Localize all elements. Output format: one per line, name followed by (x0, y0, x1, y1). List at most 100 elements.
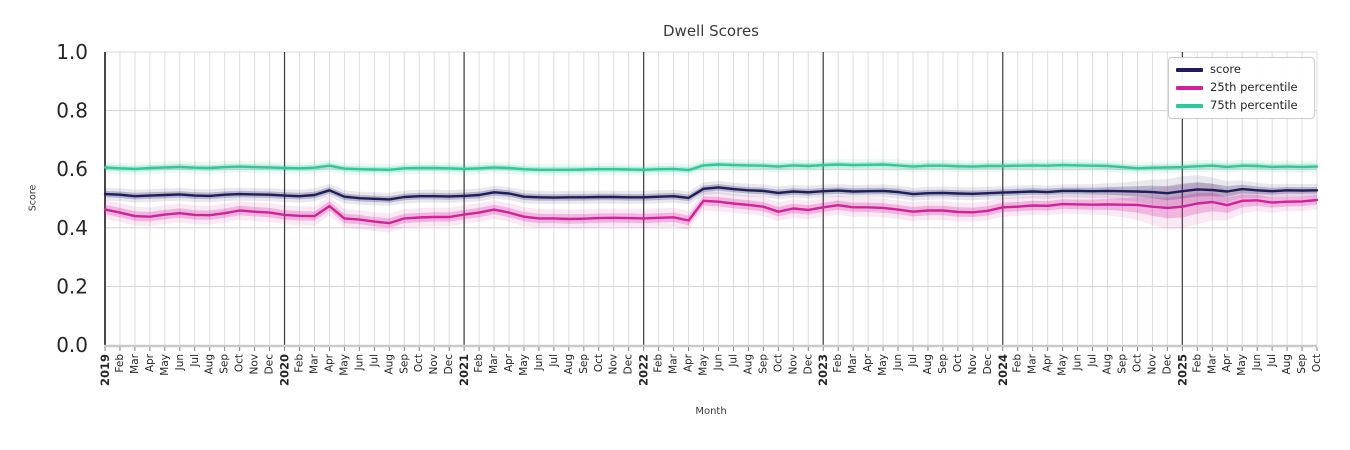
x-tick-label-month: Oct (952, 354, 964, 372)
x-tick-label-month: Jul (548, 354, 560, 368)
x-tick-label-month: Mar (129, 353, 141, 373)
x-tick-label-month: Aug (563, 354, 575, 375)
x-tick-label-month: Nov (608, 354, 620, 375)
y-tick-label: 0.0 (56, 333, 88, 357)
x-tick-label-month: Jun (1072, 354, 1084, 371)
series-line-25th-percentile (103, 198, 1319, 225)
x-tick-label-month: Jun (1251, 354, 1263, 371)
x-tick-label-year: 2024 (996, 354, 1010, 386)
x-tick-label-month: Apr (144, 353, 156, 372)
legend-swatch-75th-percentile (1176, 104, 1203, 108)
x-tick-label-month: Sep (937, 354, 949, 374)
x-tick-label-month: Jun (712, 354, 724, 371)
series-line-75th-percentile (103, 163, 1319, 172)
x-tick-label-month: Dec (802, 354, 814, 375)
x-tick-label-month: Sep (578, 354, 590, 374)
x-tick-label-month: May (338, 354, 350, 376)
x-tick-label-month: Jul (727, 354, 739, 368)
x-tick-label-month: Jun (174, 354, 186, 371)
x-tick-label-month: Feb (1012, 354, 1024, 373)
x-tick-label-month: May (518, 354, 530, 376)
y-tick-label: 0.4 (56, 216, 88, 240)
x-tick-label-month: Dec (623, 354, 635, 375)
x-tick-label-month: Sep (757, 354, 769, 374)
x-tick-label-month: Apr (1042, 353, 1054, 372)
legend-label-75th-percentile: 75th percentile (1210, 98, 1298, 113)
x-tick-label-month: Nov (428, 354, 440, 375)
legend: score 25th percentile 75th percentile (1168, 57, 1315, 119)
legend-swatch-score (1176, 68, 1203, 72)
x-tick-label-year: 2023 (816, 354, 830, 386)
x-tick-label-month: Mar (488, 353, 500, 373)
y-tick-label: 0.2 (56, 274, 88, 298)
x-tick-label-year: 2021 (457, 354, 471, 386)
x-tick-label-year: 2019 (98, 354, 112, 386)
x-tick-label-month: Feb (114, 354, 126, 373)
x-tick-label-year: 2020 (278, 354, 292, 386)
x-tick-label-month: Aug (1102, 354, 1114, 375)
x-tick-label-month: Jun (533, 354, 545, 371)
x-tick-label-month: Jul (189, 354, 201, 368)
x-tick-label-month: Apr (862, 353, 874, 372)
x-tick-label-month: Sep (398, 354, 410, 374)
legend-item-25th-percentile: 25th percentile (1176, 81, 1306, 95)
x-tick-label-month: Dec (443, 354, 455, 375)
x-tick-label-month: Oct (1311, 354, 1323, 372)
x-tick-label-month: Jun (892, 354, 904, 371)
x-tick-label-month: Aug (204, 354, 216, 375)
x-tick-label-month: Oct (234, 354, 246, 372)
x-tick-label-month: May (1057, 354, 1069, 376)
x-tick-label-month: Nov (249, 354, 261, 375)
x-tick-label-month: Apr (683, 353, 695, 372)
legend-swatch-25th-percentile (1176, 86, 1203, 90)
x-tick-label-month: Jul (907, 354, 919, 368)
series-band-75th-percentile (105, 158, 1317, 176)
x-tick-label-month: Aug (1281, 354, 1293, 375)
x-tick-label-month: Mar (1206, 353, 1218, 373)
x-tick-label-month: Nov (967, 354, 979, 375)
x-tick-label-month: Apr (323, 353, 335, 372)
y-axis-label: Score (27, 184, 39, 212)
x-tick-label-month: Jul (368, 354, 380, 368)
x-tick-label-month: Mar (847, 353, 859, 373)
x-tick-label-month: Apr (503, 353, 515, 372)
x-tick-label-month: Mar (1027, 353, 1039, 373)
x-tick-label-month: May (877, 354, 889, 376)
chart-title: Dwell Scores (663, 22, 759, 40)
x-tick-label-month: Feb (473, 354, 485, 373)
series-line-score (103, 186, 1319, 201)
x-tick-label-month: Sep (1116, 354, 1128, 374)
x-tick-label-month: May (698, 354, 710, 376)
x-tick-label-month: Feb (294, 354, 306, 373)
x-tick-label-month: Jul (1266, 354, 1278, 368)
x-axis-label: Month (695, 406, 727, 417)
x-tick-label-month: Jul (1087, 354, 1099, 368)
series-band-25th-percentile (105, 182, 1317, 233)
x-tick-label-month: Oct (593, 354, 605, 372)
x-tick-label-month: Aug (742, 354, 754, 375)
legend-item-score: score (1176, 63, 1306, 77)
x-tick-label-month: Jun (353, 354, 365, 371)
x-tick-label-year: 2025 (1175, 354, 1189, 386)
x-tick-label-month: Sep (219, 354, 231, 374)
series-band-75th-percentile (105, 161, 1317, 173)
x-tick-label-month: Nov (787, 354, 799, 375)
y-tick-label: 0.6 (56, 157, 88, 181)
x-tick-label-month: Oct (772, 354, 784, 372)
series-band-score (105, 175, 1317, 208)
x-tick-label-month: Apr (1221, 353, 1233, 372)
x-tick-label-month: Dec (264, 354, 276, 375)
x-tick-label-month: Mar (308, 353, 320, 373)
legend-item-75th-percentile: 75th percentile (1176, 99, 1306, 113)
x-tick-label-month: Nov (1146, 354, 1158, 375)
x-tick-label-month: Aug (383, 354, 395, 375)
x-tick-label-month: Sep (1296, 354, 1308, 374)
x-tick-label-month: May (1236, 354, 1248, 376)
x-tick-label-month: Feb (653, 354, 665, 373)
x-tick-label-month: Oct (1131, 354, 1143, 372)
y-tick-label: 0.8 (56, 99, 88, 123)
legend-label-25th-percentile: 25th percentile (1210, 80, 1298, 95)
x-tick-label-month: Oct (413, 354, 425, 372)
